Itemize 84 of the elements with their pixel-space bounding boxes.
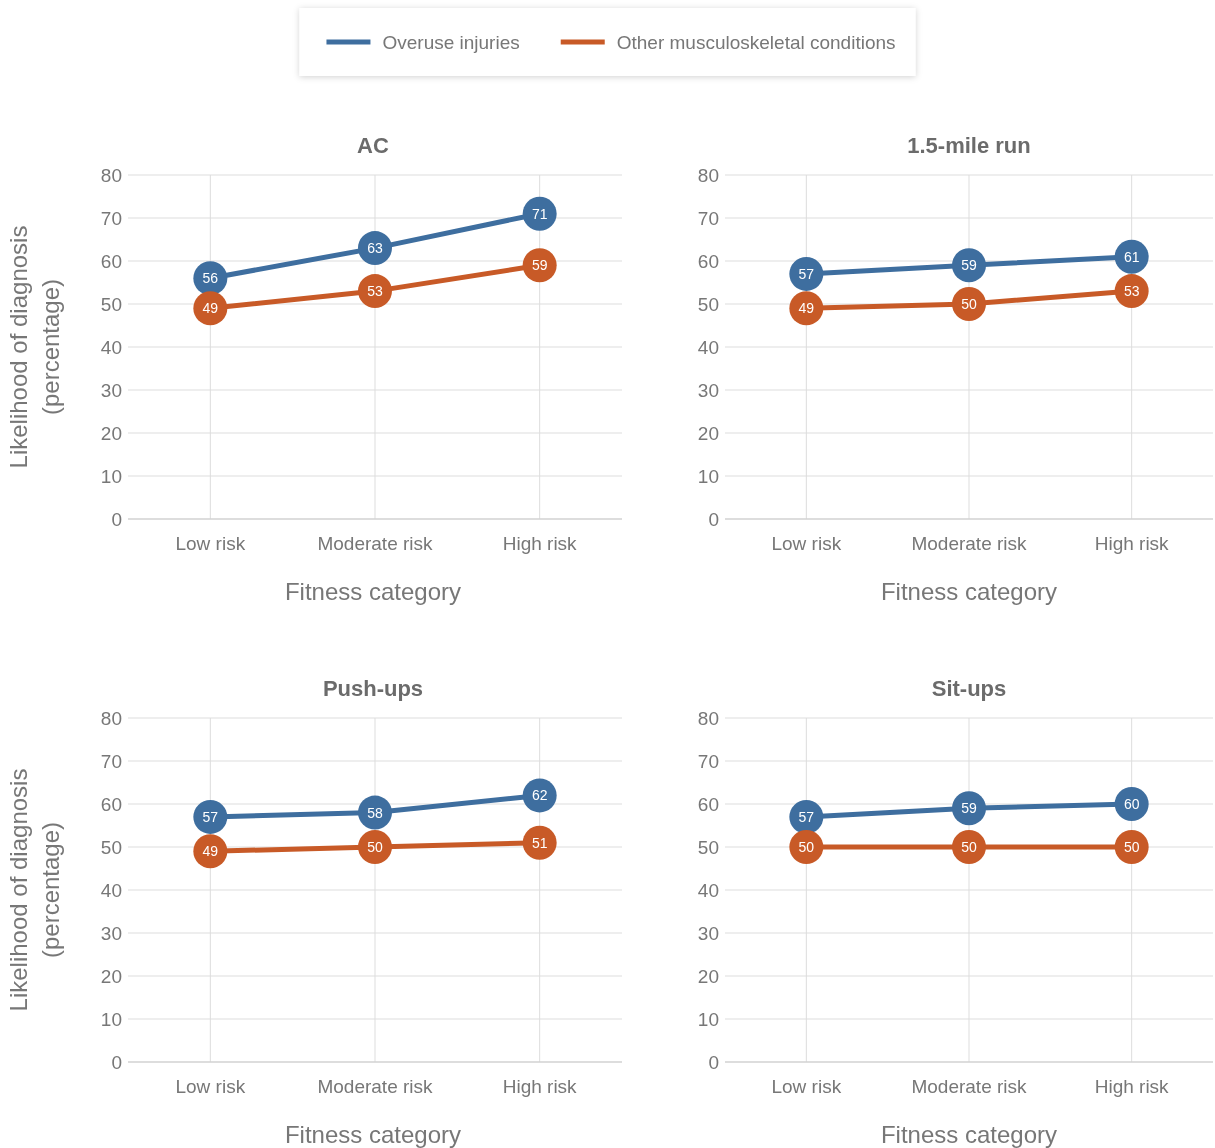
y-tick-label: 20 (697, 422, 719, 444)
x-tick-label: Low risk (771, 532, 842, 554)
y-tick-label: 40 (100, 336, 122, 358)
y-tick-label: 80 (100, 707, 122, 729)
x-axis-title: Fitness category (284, 577, 462, 605)
chart-title: Sit-ups (931, 675, 1007, 701)
data-label: 56 (202, 270, 219, 287)
y-tick-label: 50 (100, 836, 122, 858)
x-axis-title: Fitness category (880, 1120, 1058, 1148)
data-label: 51 (531, 834, 548, 851)
y-tick-label: 70 (100, 750, 122, 772)
x-tick-label: Low risk (771, 1075, 842, 1097)
chart-title: Push-ups (322, 675, 424, 701)
data-label: 49 (202, 843, 219, 860)
y-tick-label: 70 (100, 207, 122, 229)
data-label: 57 (202, 808, 219, 825)
y-tick-label: 10 (100, 1008, 122, 1030)
data-label: 50 (367, 839, 383, 855)
x-tick-label: Moderate risk (317, 1075, 434, 1097)
data-label: 53 (1123, 283, 1140, 300)
y-tick-label: 50 (697, 293, 719, 315)
x-tick-label: Low risk (175, 532, 246, 554)
data-label: 53 (367, 283, 383, 300)
y-tick-label: 80 (697, 707, 719, 729)
data-label: 58 (367, 804, 383, 821)
x-tick-label: Moderate risk (911, 1075, 1028, 1097)
data-label: 49 (798, 300, 815, 317)
data-label: 49 (202, 300, 219, 317)
y-tick-label: 70 (697, 750, 719, 772)
x-axis-title: Fitness category (880, 577, 1058, 605)
x-tick-label: Moderate risk (317, 532, 434, 554)
chart-title: 1.5-mile run (907, 132, 1031, 158)
y-tick-label: 40 (697, 336, 719, 358)
x-tick-label: Moderate risk (911, 532, 1028, 554)
y-tick-label: 40 (100, 879, 122, 901)
y-tick-label: 60 (697, 250, 719, 272)
data-label: 59 (961, 800, 977, 817)
data-label: 60 (1123, 796, 1140, 812)
y-tick-label: 60 (697, 793, 719, 815)
data-label: 50 (1123, 839, 1140, 855)
y-tick-label: 70 (697, 207, 719, 229)
y-tick-label: 50 (697, 836, 719, 858)
y-tick-label: 50 (100, 293, 122, 315)
y-tick-label: 20 (100, 965, 122, 987)
data-label: 59 (531, 257, 548, 274)
x-tick-label: High risk (502, 1075, 578, 1097)
x-tick-label: High risk (502, 532, 578, 554)
x-tick-label: Low risk (175, 1075, 246, 1097)
y-axis-title: Likelihood of diagnosis (percentage) (4, 768, 64, 1012)
x-tick-label: High risk (1094, 1075, 1170, 1097)
data-label: 59 (961, 257, 977, 274)
y-tick-label: 60 (100, 250, 122, 272)
data-label: 63 (367, 240, 383, 257)
y-tick-label: 0 (708, 1051, 719, 1073)
y-tick-label: 0 (708, 508, 719, 530)
y-tick-label: 20 (697, 965, 719, 987)
y-tick-label: 80 (100, 164, 122, 186)
y-tick-label: 20 (100, 422, 122, 444)
data-label: 61 (1123, 248, 1140, 265)
y-axis-title: Likelihood of diagnosis (percentage) (4, 225, 64, 469)
data-label: 50 (961, 296, 977, 312)
y-tick-label: 30 (100, 379, 122, 401)
legend-label: Overuse injuries (382, 31, 520, 53)
y-tick-label: 60 (100, 793, 122, 815)
y-tick-label: 40 (697, 879, 719, 901)
data-label: 57 (798, 808, 815, 825)
data-label: 62 (531, 787, 548, 804)
y-tick-label: 10 (697, 465, 719, 487)
data-label: 50 (798, 839, 815, 855)
y-tick-label: 0 (111, 508, 122, 530)
y-tick-label: 30 (100, 922, 122, 944)
legend-label: Other musculoskeletal conditions (616, 31, 896, 53)
y-tick-label: 30 (697, 379, 719, 401)
y-tick-label: 0 (111, 1051, 122, 1073)
data-label: 50 (961, 839, 977, 855)
data-label: 71 (531, 205, 548, 222)
x-tick-label: High risk (1094, 532, 1170, 554)
y-tick-label: 80 (697, 164, 719, 186)
data-label: 57 (798, 265, 815, 282)
y-tick-label: 30 (697, 922, 719, 944)
x-axis-title: Fitness category (284, 1120, 462, 1148)
y-tick-label: 10 (100, 465, 122, 487)
y-tick-label: 10 (697, 1008, 719, 1030)
chart-title: AC (357, 132, 389, 158)
